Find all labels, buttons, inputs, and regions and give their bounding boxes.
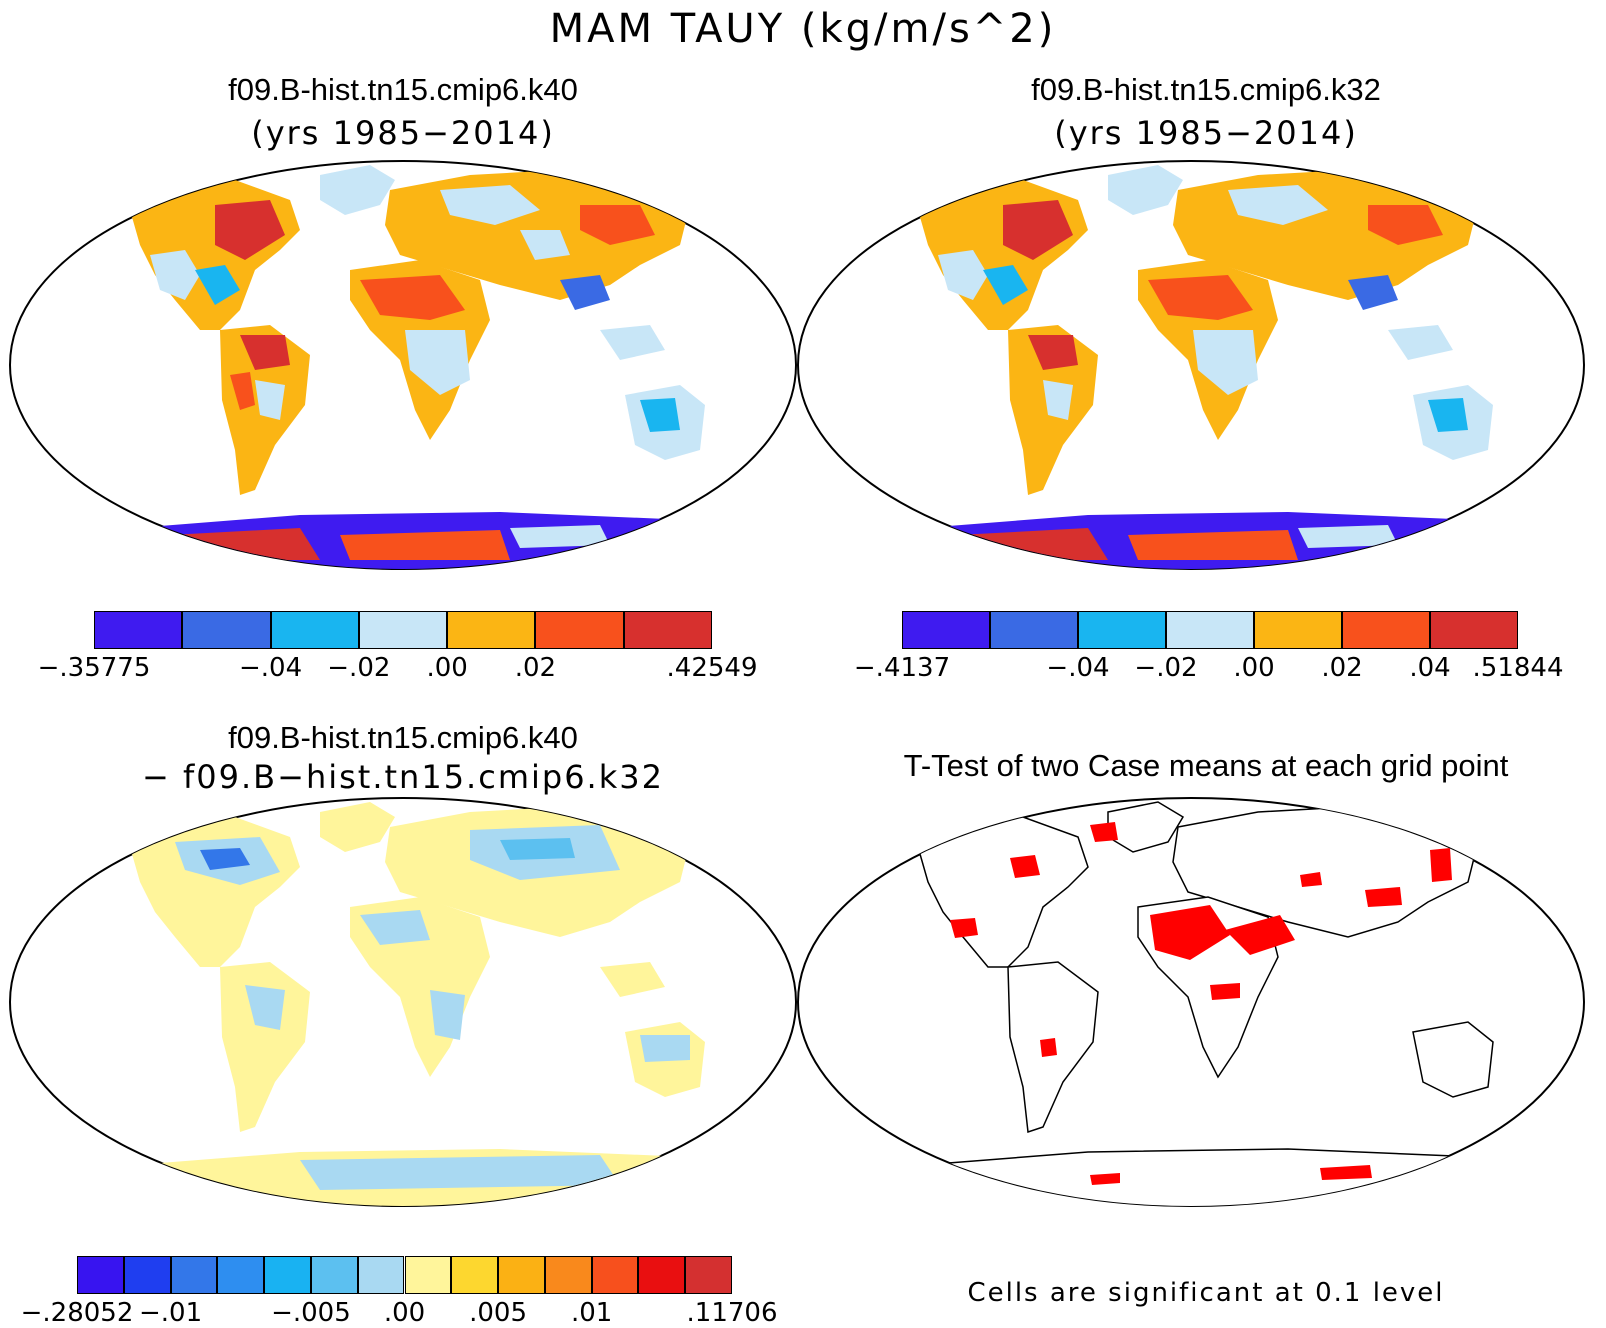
colorbar-1-tick-label: −.04	[238, 653, 303, 683]
colorbar-2-segment	[1430, 611, 1518, 649]
colorbar-2-tick-label: .51844	[1472, 653, 1564, 683]
colorbar-3-segment	[498, 1256, 545, 1294]
colorbar-2-segment	[990, 611, 1078, 649]
colorbar-3-segment	[123, 1256, 171, 1294]
colorbar-1-segment	[358, 611, 448, 649]
colorbar-3-segment	[638, 1256, 686, 1294]
colorbar-2: −.4137 −.04 −.02 .00 .02 .04 .51844	[854, 611, 1563, 683]
colorbar-2-segment	[1254, 611, 1342, 649]
colorbar-2-tick-label: −.02	[1134, 653, 1198, 683]
colorbar-1-segment	[447, 611, 536, 649]
colorbar-2-tick-label: .04	[1409, 653, 1451, 683]
colorbar-3-tick-label: −.28052	[20, 1298, 134, 1328]
colorbar-3-tick-label: .11706	[686, 1298, 778, 1328]
colorbar-2-tick-label: .00	[1233, 653, 1275, 683]
colorbar-1-tick-label: −.02	[327, 653, 391, 683]
colorbar-3-segment	[264, 1256, 311, 1294]
colorbar-1-segment	[270, 611, 359, 649]
colorbar-2-segment	[1078, 611, 1166, 649]
colorbar-3: −.28052 −.01 −.005 .00 .005 .01 .11706	[21, 1256, 777, 1328]
colorbar-3-tick-label: −.01	[138, 1298, 203, 1328]
map-panel-3	[9, 797, 797, 1207]
colorbar-1-segment	[535, 611, 624, 649]
significance-note: Cells are significant at 0.1 level	[967, 1278, 1445, 1308]
colorbar-1-segment	[182, 611, 271, 649]
map-panel-2	[797, 160, 1585, 570]
colorbar-3-segment	[591, 1256, 639, 1294]
panel-1-title: f09.B-hist.tn15.cmip6.k40	[228, 72, 578, 107]
colorbar-1-tick-label: .02	[514, 653, 557, 683]
colorbar-2-segment	[1342, 611, 1430, 649]
colorbar-3-tick-label: .01	[570, 1298, 613, 1328]
colorbar-2-segment	[1166, 611, 1254, 649]
colorbar-3-tick-label: −.005	[271, 1298, 351, 1328]
panel-2-title: f09.B-hist.tn15.cmip6.k32	[1031, 72, 1381, 107]
colorbar-3-segment	[310, 1256, 358, 1294]
colorbar-3-segment	[404, 1256, 452, 1294]
panel-1-subtitle: (yrs 1985−2014)	[251, 114, 555, 152]
colorbar-1-tick-label: −.35775	[37, 653, 151, 683]
map-panel-4	[797, 797, 1585, 1207]
colorbar-1: −.35775 −.04 −.02 .00 .02 .42549	[38, 611, 757, 683]
panel-4-title: T-Test of two Case means at each grid po…	[903, 748, 1509, 783]
colorbar-3-segment	[451, 1256, 499, 1294]
colorbar-1-segment	[94, 611, 183, 649]
panel-2-subtitle: (yrs 1985−2014)	[1054, 114, 1358, 152]
colorbar-3-tick-label: .005	[469, 1298, 528, 1328]
colorbar-3-segment	[217, 1256, 265, 1294]
colorbar-1-tick-label: .00	[426, 653, 468, 683]
colorbar-2-tick-label: −.04	[1046, 653, 1110, 683]
figure-title: MAM TAUY (kg/m/s^2)	[549, 6, 1057, 52]
colorbar-3-segment	[77, 1256, 124, 1294]
map-panel-1	[9, 160, 797, 570]
panel-3-title: f09.B-hist.tn15.cmip6.k40	[228, 720, 578, 755]
panel-3-subtitle: − f09.B−hist.tn15.cmip6.k32	[142, 758, 664, 796]
colorbar-3-tick-label: .00	[383, 1298, 426, 1328]
colorbar-2-tick-label: .02	[1321, 653, 1363, 683]
colorbar-2-tick-label: −.4137	[853, 653, 951, 683]
colorbar-2-segment	[902, 611, 990, 649]
colorbar-1-tick-label: .42549	[666, 653, 758, 683]
colorbar-3-segment	[685, 1256, 732, 1294]
colorbar-3-segment	[357, 1256, 405, 1294]
colorbar-3-segment	[544, 1256, 592, 1294]
colorbar-3-segment	[170, 1256, 218, 1294]
colorbar-1-segment	[623, 611, 712, 649]
